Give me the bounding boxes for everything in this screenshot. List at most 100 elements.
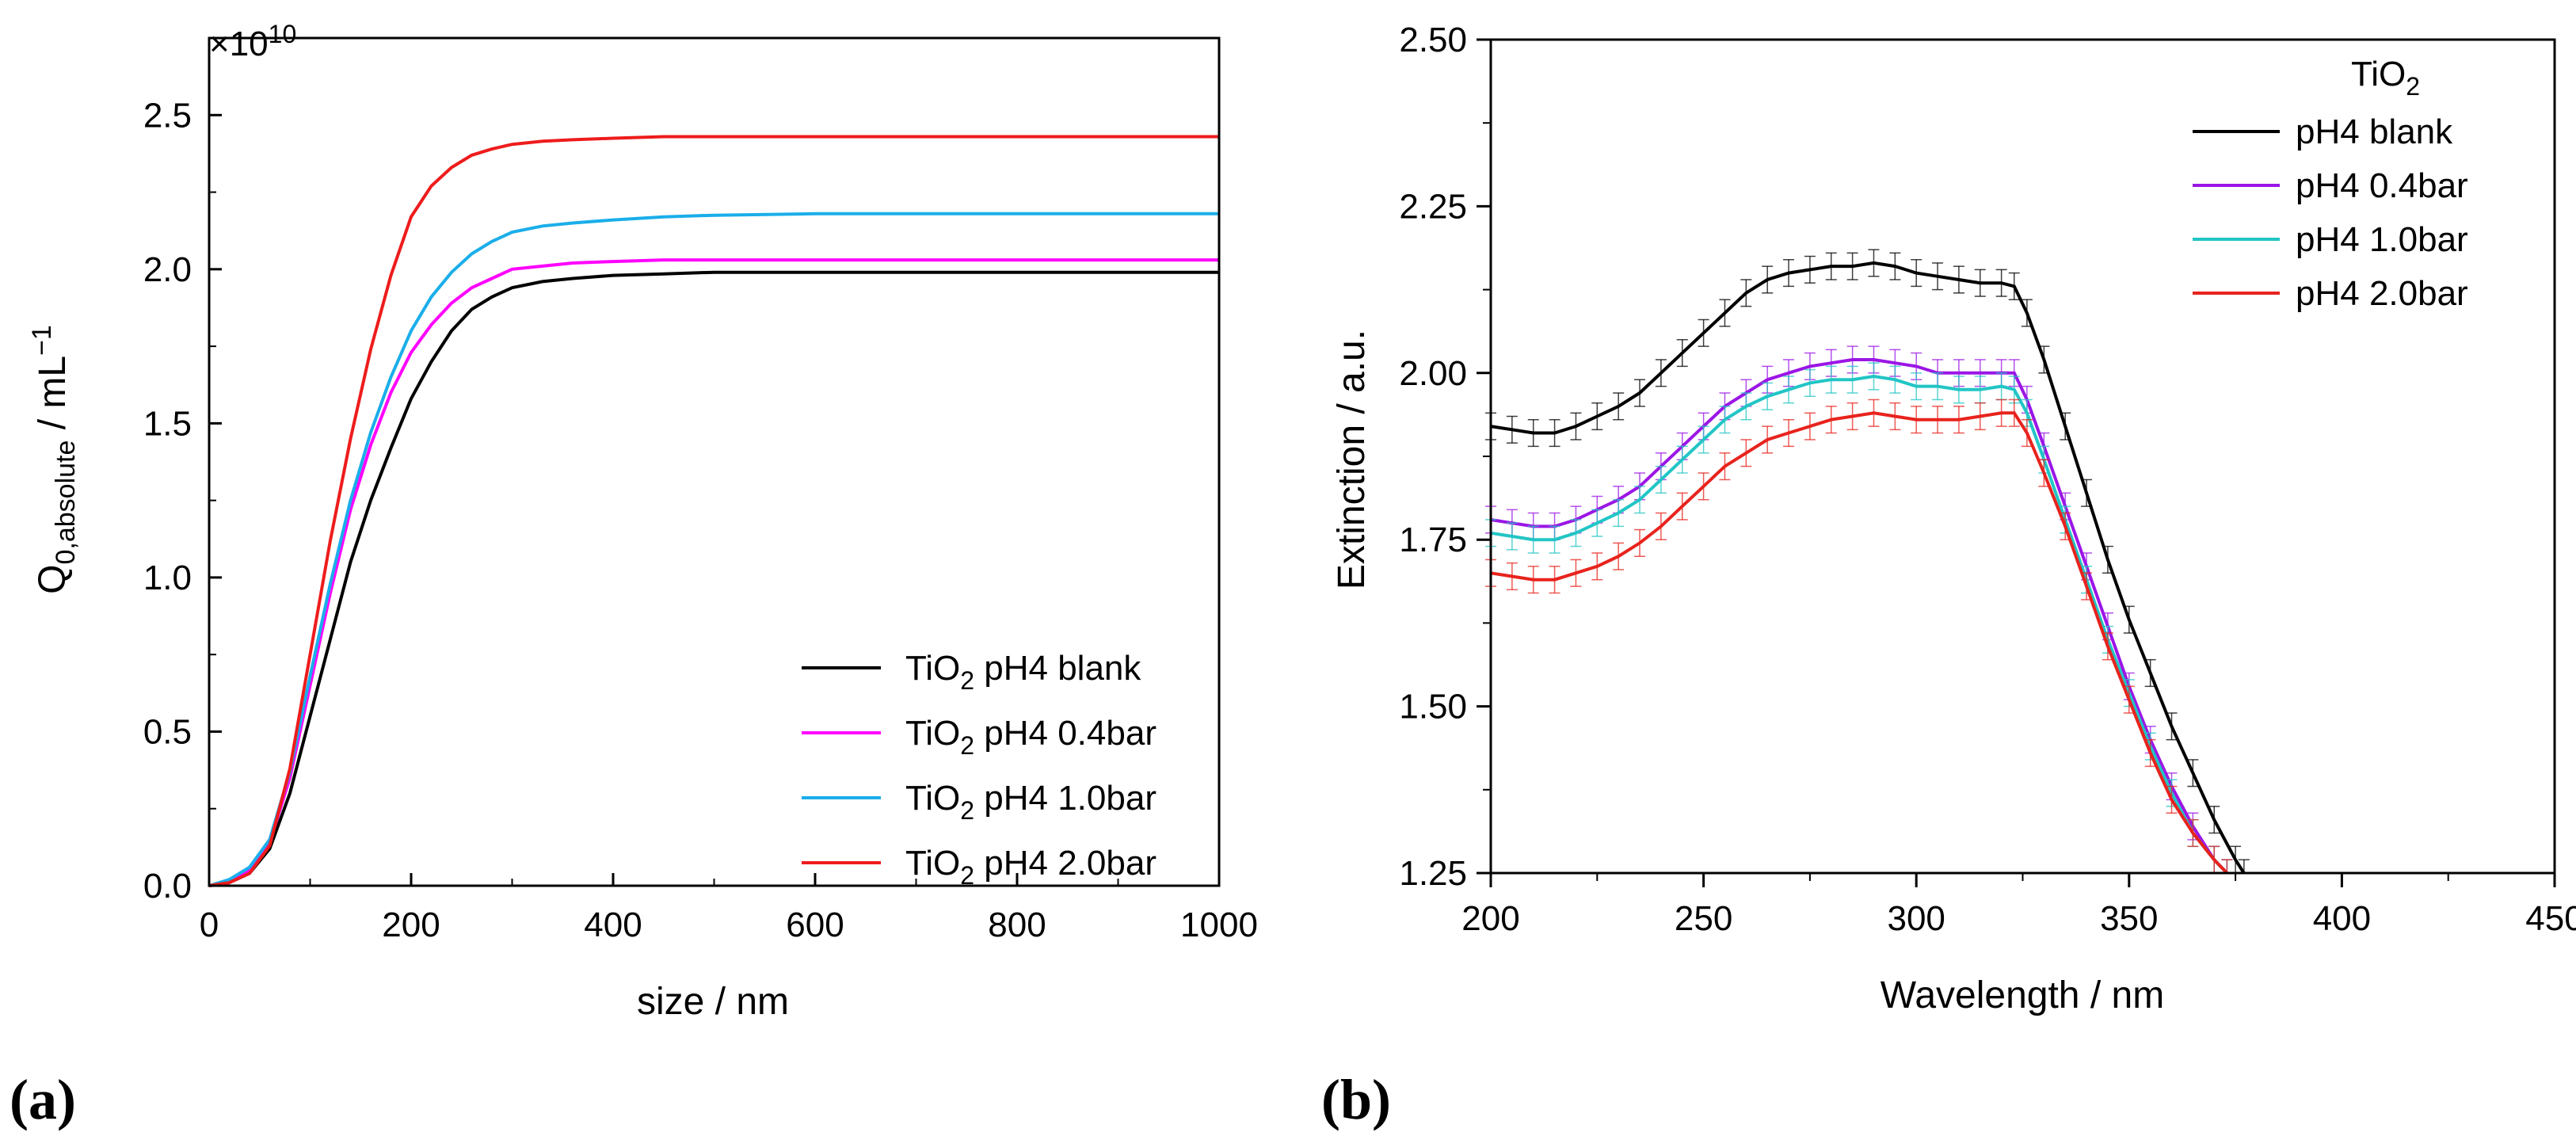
panel-b-error-bar: [1846, 252, 1858, 280]
panel-b-x-tick-label: 350: [2100, 899, 2158, 938]
panel-b-error-bar: [1762, 382, 1774, 410]
panel-b-error-bar: [1719, 406, 1731, 434]
panel-a-series-line-blank: [208, 270, 1219, 887]
panel-b-error-bar: [1995, 269, 2007, 297]
panel-a-legend-entry: TiO2 pH4 1.0bar: [905, 779, 1157, 825]
panel-a-legend-entry: TiO2 pH4 2.0bar: [905, 844, 1157, 890]
panel-b-error-bar: [1676, 492, 1688, 521]
panel-b-series-line-ph4-0-4bar: [1490, 358, 2228, 875]
panel-b-series-line-ph4-1-0bar: [1490, 374, 2228, 875]
panel-b-error-bar: [1846, 402, 1858, 431]
panel-b-error-bar: [1932, 262, 1944, 291]
panel-b-error-bar: [1655, 465, 1667, 494]
panel-b-error-bar: [2166, 785, 2178, 814]
panel-b-error-bar: [2008, 398, 2020, 427]
panel-b-error-bar: [1549, 566, 1560, 594]
panel-b-legend-entry: pH4 2.0bar: [2296, 274, 2468, 313]
panel-b-error-bar: [1953, 406, 1964, 434]
panel-b-error-bar: [1868, 398, 1880, 427]
panel-b-series-group: [1485, 249, 2250, 875]
panel-b-error-bar: [2021, 299, 2033, 327]
panel-a-x-ticks: 0 200 400 600 800 1000: [200, 873, 1258, 944]
panel-b-error-bar: [2081, 479, 2093, 507]
panel-b-error-bar: [1613, 498, 1625, 528]
panel-b-error-bar: [1889, 252, 1901, 280]
panel-b-error-bar: [2187, 759, 2199, 787]
panel-b-error-bar: [2081, 572, 2093, 601]
panel-b-error-bar: [1506, 562, 1518, 591]
panel-b-error-bar: [2208, 845, 2220, 874]
panel-a-series-line-2-0bar: [208, 135, 1219, 887]
panel-a-y-axis-title: Q0,absolute / mL−1: [27, 325, 81, 594]
panel-b-legend: pH4 blank pH4 0.4bar pH4 1.0bar pH4 2.0bar: [2193, 112, 2468, 313]
panel-b-error-bar: [1804, 412, 1816, 440]
panel-b-error-bar: [1698, 425, 1709, 454]
panel-a-x-tick-label: 0: [200, 906, 219, 944]
panel-b-error-bar: [1506, 415, 1518, 444]
panel-b-error-bar: [1740, 279, 1752, 307]
panel-b-error-bar: [1740, 439, 1752, 467]
panel-b-error-bar: [2060, 412, 2071, 440]
panel-b-error-bar: [1911, 372, 1922, 401]
panel-b-error-bar: [1740, 392, 1752, 421]
panel-b-error-bar: [2038, 459, 2050, 487]
panel-b-y-tick-label: 2.25: [1399, 187, 1467, 226]
panel-a-x-tick-label: 400: [584, 906, 642, 944]
panel-b-error-bar: [1613, 392, 1625, 421]
panel-a-y-tick-label: 0.0: [143, 867, 192, 906]
panel-b-y-axis-title: Extinction / a.u.: [1331, 330, 1373, 589]
panel-b-error-bar: [1804, 368, 1816, 398]
panel-a-y-tick-label: 1.5: [143, 404, 192, 443]
panel-b-error-bar: [1719, 452, 1731, 481]
panel-b-error-bar: [1570, 412, 1582, 440]
panel-b-error-bar: [1825, 252, 1837, 280]
panel-b-error-bar: [1868, 362, 1880, 391]
panel-b-error-bar: [1698, 318, 1709, 347]
panel-b-error-bar: [1762, 265, 1774, 294]
panel-b-error-bar: [1783, 376, 1795, 404]
panel-b-error-bar: [2208, 806, 2220, 834]
panel-b-y-tick-label: 1.50: [1399, 688, 1467, 726]
panel-a-y-tick-label: 2.0: [143, 250, 192, 289]
panel-b-error-bar: [1804, 255, 1816, 284]
panel-b-x-tick-label: 450: [2525, 899, 2576, 938]
panel-b-y-tick-label: 1.75: [1399, 521, 1467, 559]
panel-b-error-bar: [2144, 738, 2156, 768]
panel-b-error-bar: [1932, 372, 1944, 401]
panel-b-error-bar: [1783, 418, 1795, 448]
panel-a-x-tick-label: 600: [786, 906, 844, 944]
panel-a-x-tick-label: 1000: [1180, 906, 1258, 944]
panel-b-error-bar: [1527, 566, 1539, 594]
panel-b-error-bar: [1549, 525, 1560, 554]
panel-b-error-bar: [1889, 402, 1901, 431]
panel-a-legend-entry: TiO2 pH4 0.4bar: [905, 714, 1157, 760]
panel-b-error-bar: [2008, 272, 2020, 300]
panel-a-y-tick-label: 2.5: [143, 96, 192, 135]
panel-b-error-bar: [1527, 418, 1539, 448]
panel-b-error-bar: [1591, 402, 1603, 431]
panel-b-y-tick-label: 1.25: [1399, 854, 1467, 893]
panel-b-x-tick-label: 250: [1675, 899, 1732, 938]
panel-b-error-bar: [2187, 818, 2199, 848]
panel-b-error-bar: [1719, 299, 1731, 327]
panel-b-x-tick-label: 200: [1461, 899, 1519, 938]
panel-b-error-bar: [1570, 559, 1582, 587]
panel-b-error-bar: [2123, 685, 2135, 714]
panel-b-error-bar: [1527, 525, 1539, 554]
panel-b-error-bar: [1911, 258, 1922, 288]
panel-b-x-axis-title: Wavelength / nm: [1881, 974, 2164, 1016]
panel-a-x-tick-label: 200: [382, 906, 440, 944]
panel-b-legend-entry: pH4 1.0bar: [2296, 220, 2468, 259]
panel-b-y-ticks: 1.25 1.50 1.75 2.00 2.25 2.50: [1399, 21, 1491, 893]
panel-a-legend: TiO2 pH4 blank TiO2 pH4 0.4bar TiO2 pH4 1.…: [802, 649, 1157, 890]
panel-b-x-tick-label: 400: [2313, 899, 2371, 938]
panel-b-error-bar: [1783, 258, 1795, 288]
panel-b-error-bar: [1846, 365, 1858, 394]
panel-b-error-bar: [1655, 512, 1667, 540]
panel-b-error-bar: [1974, 269, 1986, 297]
panel-b-error-bar: [1591, 509, 1603, 537]
panel-b-error-bar: [1953, 265, 1964, 294]
panel-b-error-bar: [1634, 528, 1646, 557]
panel-b-error-bar: [2021, 418, 2033, 448]
panel-b-series-line-ph4-2-0bar: [1490, 411, 2228, 875]
